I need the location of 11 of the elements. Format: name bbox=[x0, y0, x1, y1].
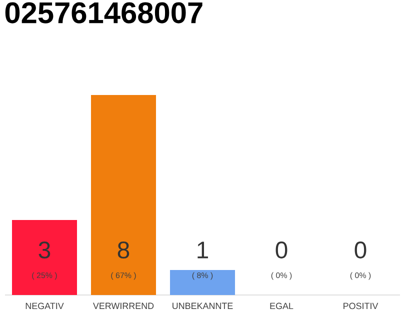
data-label: 0 bbox=[354, 242, 366, 258]
data-label: 0 bbox=[276, 242, 288, 258]
x-tick-label: POSITIV bbox=[344, 302, 378, 310]
x-tick-label: UNBEKANNTE bbox=[172, 302, 233, 310]
x-tick-label: NEGATIV bbox=[26, 302, 64, 310]
x-tick-label: EGAL bbox=[270, 302, 294, 310]
chart-title: 025761468007 bbox=[5, 2, 202, 24]
data-label: 1 bbox=[198, 242, 208, 258]
x-tick-label: VERWIRREND bbox=[92, 302, 154, 309]
data-label: 8 bbox=[118, 242, 130, 258]
data-label: 3 bbox=[38, 242, 50, 258]
